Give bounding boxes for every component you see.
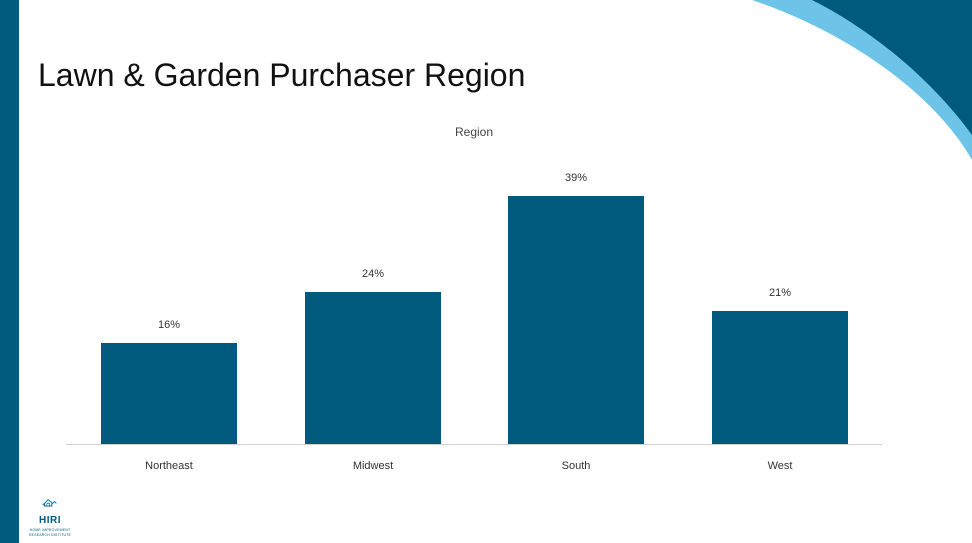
logo-subtitle-line1: HOME IMPROVEMENT xyxy=(29,528,71,532)
value-label-midwest: 24% xyxy=(361,268,385,280)
bar-south xyxy=(508,196,644,444)
logo-name: HIRI xyxy=(39,515,61,526)
value-label-south: 39% xyxy=(564,172,588,184)
left-accent-bar xyxy=(0,0,19,543)
bar-west xyxy=(712,311,848,444)
value-label-west: 21% xyxy=(768,287,792,299)
category-label-northeast: Northeast xyxy=(145,460,193,472)
bar-midwest xyxy=(305,292,441,444)
x-axis-line xyxy=(66,444,882,445)
logo-subtitle-line2: RESEARCH INSTITUTE xyxy=(28,533,72,537)
logo-subtitle: HOME IMPROVEMENT RESEARCH INSTITUTE xyxy=(24,528,76,538)
chart-title: Region xyxy=(454,125,494,139)
category-label-midwest: Midwest xyxy=(352,460,394,472)
corner-decoration xyxy=(752,0,972,160)
house-logo-icon xyxy=(42,498,57,507)
value-label-northeast: 16% xyxy=(157,319,181,331)
bar-northeast xyxy=(101,343,237,444)
category-label-south: South xyxy=(561,460,591,472)
category-label-west: West xyxy=(767,460,793,472)
slide-title: Lawn & Garden Purchaser Region xyxy=(38,57,526,94)
